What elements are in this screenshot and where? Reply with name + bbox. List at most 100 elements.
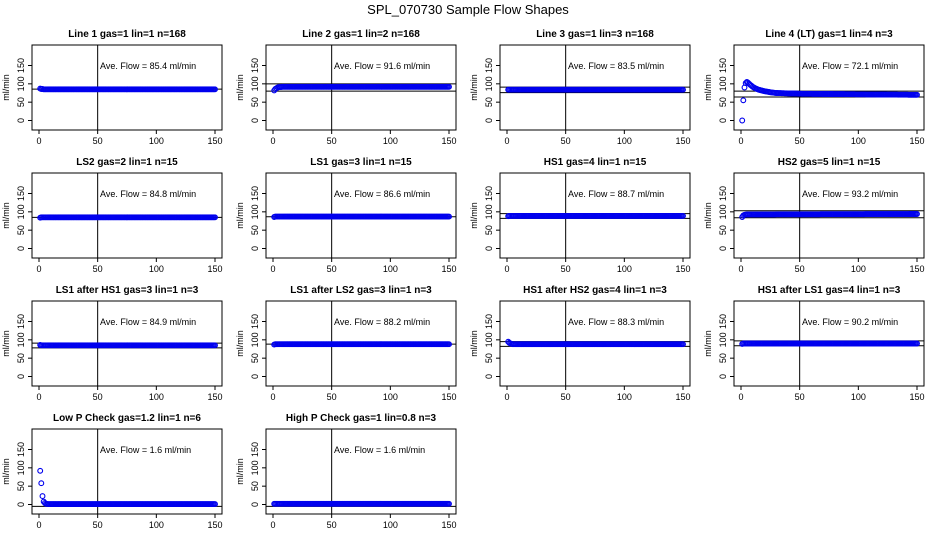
plot-frame	[31, 172, 223, 259]
x-tick-label: 50	[93, 264, 103, 274]
y-axis-label: ml/min	[235, 458, 245, 485]
y-tick-label: 0	[250, 374, 260, 379]
y-axis-label: ml/min	[235, 330, 245, 357]
average-flow-annotation: Ave. Flow = 90.2 ml/min	[802, 317, 898, 327]
x-tick-label: 150	[675, 136, 690, 146]
y-axis-label: ml/min	[469, 330, 479, 357]
x-tick-label: 0	[504, 392, 509, 402]
x-tick-label: 50	[93, 520, 103, 530]
plot-frame	[265, 172, 457, 259]
panel-11: HS1 after HS2 gas=4 lin=1 n=3 0 50 100 150 0 5…	[469, 285, 691, 402]
y-tick-label: 150	[484, 314, 494, 329]
x-tick-label: 0	[36, 264, 41, 274]
average-flow-annotation: Ave. Flow = 83.5 ml/min	[568, 61, 664, 71]
figure-title: SPL_070730 Sample Flow Shapes	[367, 2, 569, 17]
panel-12: HS1 after LS1 gas=4 lin=1 n=3 0 50 100 150 0 5…	[703, 285, 925, 402]
panel-14: High P Check gas=1 lin=0.8 n=3 0 50 100 150 0…	[235, 413, 457, 530]
panel-title: High P Check gas=1 lin=0.8 n=3	[286, 413, 437, 424]
y-tick-label: 150	[250, 58, 260, 73]
plot-frame	[265, 300, 457, 387]
y-tick-label: 0	[484, 374, 494, 379]
plot-frame	[265, 428, 457, 515]
x-tick-label: 50	[795, 264, 805, 274]
y-tick-label: 100	[16, 204, 26, 219]
panel-4: Line 4 (LT) gas=1 lin=4 n=3 0 50 100 150 0 50 1…	[703, 29, 925, 146]
y-axis-label: ml/min	[235, 202, 245, 229]
x-tick-label: 100	[851, 136, 866, 146]
x-tick-label: 50	[561, 264, 571, 274]
y-tick-label: 150	[16, 186, 26, 201]
y-tick-label: 0	[250, 246, 260, 251]
y-axis-label: ml/min	[1, 74, 11, 101]
x-tick-label: 0	[36, 392, 41, 402]
x-tick-label: 150	[909, 136, 924, 146]
y-axis-label: ml/min	[703, 202, 713, 229]
x-tick-label: 150	[909, 392, 924, 402]
y-tick-label: 150	[250, 314, 260, 329]
y-tick-label: 50	[718, 97, 728, 107]
y-tick-label: 50	[16, 353, 26, 363]
y-tick-label: 50	[16, 97, 26, 107]
y-tick-label: 100	[250, 204, 260, 219]
y-tick-label: 0	[250, 118, 260, 123]
y-tick-label: 50	[250, 97, 260, 107]
average-flow-annotation: Ave. Flow = 84.9 ml/min	[100, 317, 196, 327]
x-tick-label: 0	[270, 264, 275, 274]
y-tick-label: 150	[250, 186, 260, 201]
data-point	[212, 86, 218, 93]
y-tick-label: 50	[484, 97, 494, 107]
y-tick-label: 0	[718, 118, 728, 123]
x-tick-label: 0	[36, 520, 41, 530]
y-tick-label: 50	[16, 481, 26, 491]
y-tick-label: 150	[16, 442, 26, 457]
x-tick-label: 100	[149, 392, 164, 402]
plot-frame	[733, 44, 925, 131]
plot-frame	[733, 172, 925, 259]
x-tick-label: 150	[675, 392, 690, 402]
panel-7: HS1 gas=4 lin=1 n=15 0 50 100 150 0 50 100 150 ml…	[469, 157, 691, 274]
panel-title: LS1 after LS2 gas=3 lin=1 n=3	[290, 285, 432, 296]
panel-5: LS2 gas=2 lin=1 n=15 0 50 100 150 0 50 100 150 ml…	[1, 157, 223, 274]
data-point	[680, 86, 686, 93]
y-tick-label: 150	[250, 442, 260, 457]
y-tick-label: 100	[16, 460, 26, 475]
x-tick-label: 100	[617, 264, 632, 274]
y-tick-label: 50	[718, 225, 728, 235]
x-tick-label: 0	[270, 392, 275, 402]
y-tick-label: 150	[718, 58, 728, 73]
x-tick-label: 0	[270, 520, 275, 530]
x-tick-label: 0	[504, 136, 509, 146]
y-tick-label: 50	[16, 225, 26, 235]
data-point	[37, 467, 44, 474]
data-point	[740, 97, 747, 104]
plot-frame	[265, 44, 457, 131]
data-point	[914, 340, 920, 347]
y-tick-label: 100	[484, 332, 494, 347]
y-tick-label: 100	[484, 76, 494, 91]
panel-title: HS2 gas=5 lin=1 n=15	[778, 157, 881, 168]
data-point	[680, 341, 686, 348]
x-tick-label: 50	[327, 392, 337, 402]
average-flow-annotation: Ave. Flow = 1.6 ml/min	[100, 445, 191, 455]
y-tick-label: 0	[16, 374, 26, 379]
x-tick-label: 0	[738, 264, 743, 274]
y-tick-label: 0	[16, 502, 26, 507]
plot-frame	[31, 428, 223, 515]
data-point	[39, 493, 46, 500]
y-tick-label: 50	[250, 353, 260, 363]
panel-title: HS1 after LS1 gas=4 lin=1 n=3	[758, 285, 901, 296]
x-tick-label: 150	[441, 392, 456, 402]
x-tick-label: 50	[795, 392, 805, 402]
panel-title: Line 2 gas=1 lin=2 n=168	[302, 29, 420, 40]
x-tick-label: 100	[617, 136, 632, 146]
y-tick-label: 0	[16, 118, 26, 123]
x-tick-label: 0	[738, 136, 743, 146]
x-tick-label: 50	[93, 136, 103, 146]
data-point	[446, 213, 452, 220]
x-tick-label: 150	[909, 264, 924, 274]
y-tick-label: 100	[16, 332, 26, 347]
panel-title: Low P Check gas=1.2 lin=1 n=6	[53, 413, 201, 424]
average-flow-annotation: Ave. Flow = 72.1 ml/min	[802, 61, 898, 71]
